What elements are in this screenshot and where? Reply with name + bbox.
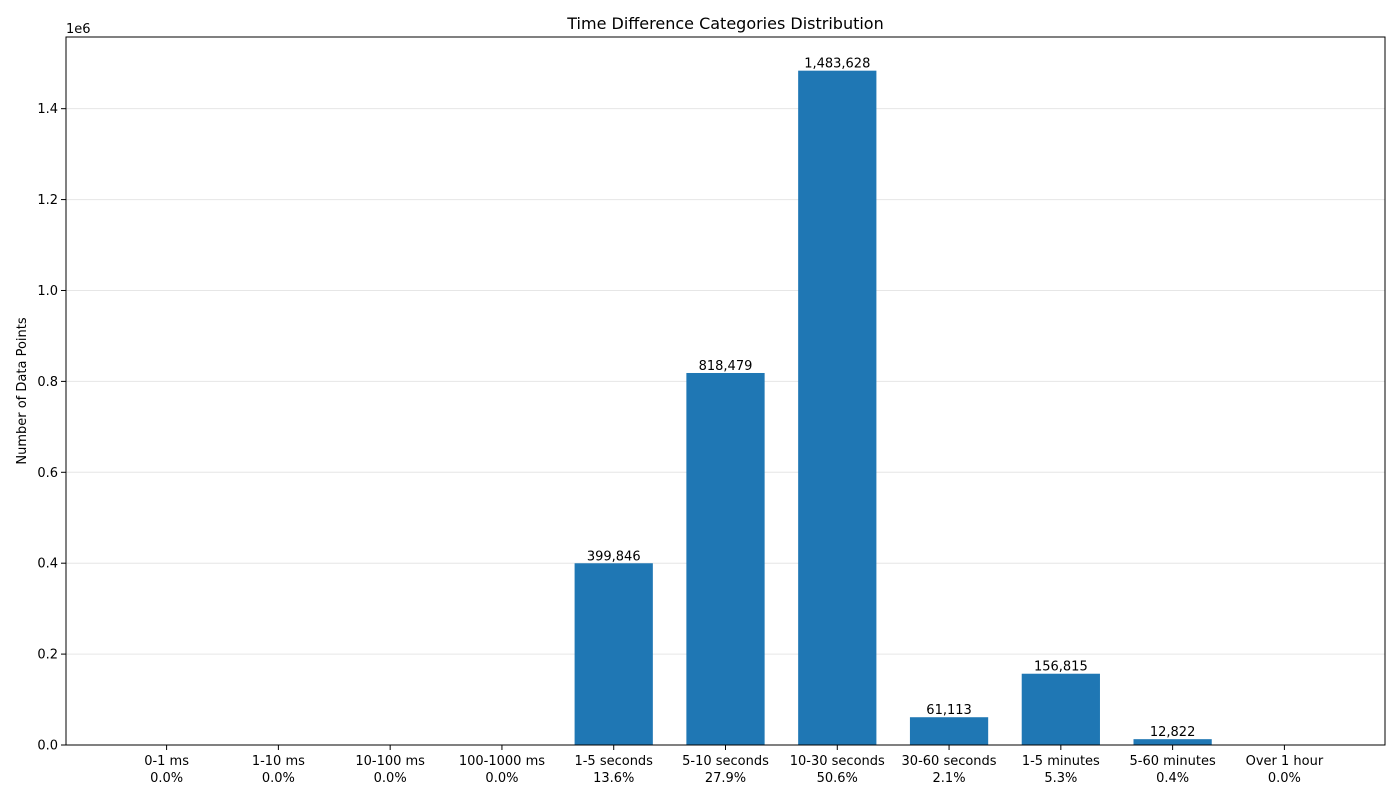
bar xyxy=(909,717,989,745)
x-tick-percentage: 0.0% xyxy=(485,771,518,786)
y-tick-label: 0.6 xyxy=(37,466,58,481)
y-tick-label: 0.0 xyxy=(37,739,58,754)
y-tick-label: 1.2 xyxy=(37,193,58,208)
x-tick-percentage: 2.1% xyxy=(933,771,966,786)
x-tick-label: Over 1 hour xyxy=(1246,754,1324,769)
y-tick-label: 0.8 xyxy=(37,375,58,390)
bar xyxy=(1021,673,1100,745)
bar xyxy=(686,372,765,745)
x-tick-label: 10-30 seconds xyxy=(790,754,885,769)
bar-value-label: 818,479 xyxy=(699,359,753,374)
x-tick-percentage: 0.0% xyxy=(150,771,183,786)
bar-value-label: 61,113 xyxy=(926,703,972,718)
x-tick-percentage: 0.0% xyxy=(374,771,407,786)
bar xyxy=(798,70,877,745)
x-tick-percentage: 27.9% xyxy=(705,771,746,786)
x-tick-percentage: 13.6% xyxy=(593,771,634,786)
y-tick-label: 1.4 xyxy=(37,102,58,117)
x-tick-label: 1-5 seconds xyxy=(574,754,653,769)
bar-value-label: 156,815 xyxy=(1034,660,1088,675)
x-tick-percentage: 0.0% xyxy=(262,771,295,786)
bar xyxy=(574,563,653,745)
bar-value-label: 1,483,628 xyxy=(804,57,870,72)
chart-title: Time Difference Categories Distribution xyxy=(566,14,883,33)
y-tick-label: 0.4 xyxy=(37,557,58,572)
x-tick-label: 30-60 seconds xyxy=(902,754,997,769)
x-tick-label: 10-100 ms xyxy=(355,754,425,769)
x-tick-label: 5-60 minutes xyxy=(1129,754,1215,769)
x-axis-ticks: 0-1 ms 0.0% 1-10 ms 0.0% 10-100 ms 0.0% 100-10… xyxy=(144,745,1324,786)
bar-value-label: 12,822 xyxy=(1150,725,1196,740)
bars xyxy=(574,70,1212,745)
x-tick-percentage: 0.4% xyxy=(1156,771,1189,786)
y-tick-label: 0.2 xyxy=(37,648,58,663)
y-axis-scale-label: 1e6 xyxy=(66,22,91,37)
x-tick-label: 1-10 ms xyxy=(252,754,305,769)
y-tick-label: 1.0 xyxy=(37,284,58,299)
x-tick-label: 1-5 minutes xyxy=(1022,754,1100,769)
bar-value-label: 399,846 xyxy=(587,549,641,564)
bar xyxy=(1133,739,1212,745)
y-axis-label: Number of Data Points xyxy=(15,317,30,464)
y-axis-ticks: 0.0 0.2 0.4 0.6 0.8 1.0 1.2 1.4 xyxy=(37,102,66,754)
x-tick-percentage: 50.6% xyxy=(817,771,858,786)
x-tick-label: 100-1000 ms xyxy=(459,754,545,769)
x-tick-label: 0-1 ms xyxy=(144,754,189,769)
x-tick-percentage: 5.3% xyxy=(1044,771,1077,786)
x-tick-label: 5-10 seconds xyxy=(682,754,769,769)
bar-value-labels: 399,846 818,479 1,483,628 61,113 156,815 12,8… xyxy=(587,57,1196,741)
x-tick-percentage: 0.0% xyxy=(1268,771,1301,786)
